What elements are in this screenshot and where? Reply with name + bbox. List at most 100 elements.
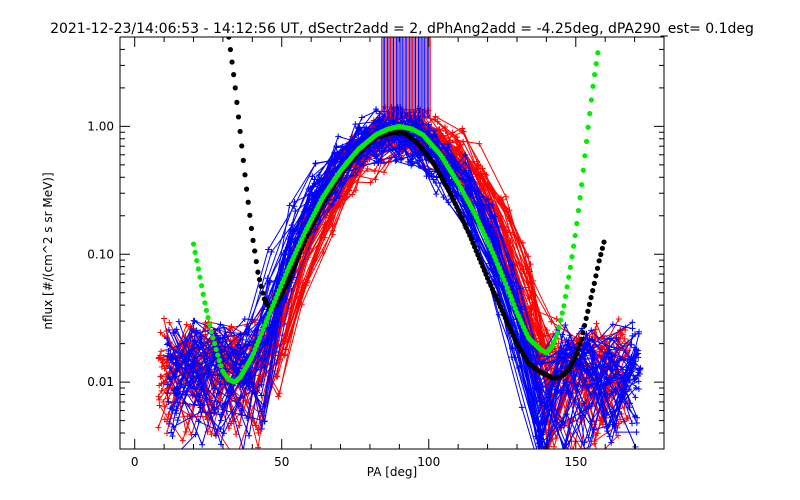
blue-plus-marker — [165, 326, 172, 333]
plot-data — [155, 37, 644, 462]
blue-plus-marker — [585, 434, 592, 441]
red-plus-marker — [477, 174, 484, 181]
blue-plus-marker — [409, 152, 416, 159]
black-fit-point — [472, 244, 478, 250]
red-plus-marker — [622, 326, 629, 333]
blue-plus-marker — [234, 342, 241, 349]
black-fit-point — [286, 277, 292, 283]
blue-plus-marker — [490, 278, 497, 285]
blue-plus-marker — [352, 121, 359, 128]
green-fit-point — [562, 293, 569, 300]
green-fit-point — [202, 300, 208, 306]
blue-plus-marker — [488, 265, 495, 272]
blue-plus-marker — [562, 444, 569, 449]
red-plus-marker — [482, 171, 489, 178]
blue-plus-marker — [191, 318, 198, 325]
blue-plus-marker — [292, 208, 299, 215]
blue-plus-marker — [197, 333, 204, 340]
green-fit-point — [194, 257, 200, 264]
blue-plus-marker — [169, 352, 176, 359]
green-fit-point — [577, 195, 583, 201]
blue-plus-marker — [305, 186, 312, 193]
red-plus-marker — [165, 411, 172, 418]
blue-plus-marker — [356, 155, 363, 162]
red-plus-marker — [160, 315, 167, 322]
blue-plus-marker — [589, 337, 596, 344]
blue-plus-marker — [630, 362, 637, 369]
blue-plus-marker — [164, 381, 171, 388]
red-plus-marker — [157, 373, 164, 380]
red-plus-marker — [475, 162, 482, 169]
blue-plus-marker — [608, 353, 615, 360]
green-fit-point — [491, 253, 497, 259]
black-fit-point — [590, 287, 596, 294]
blue-plus-marker — [562, 322, 569, 329]
blue-plus-marker — [288, 287, 295, 294]
red-plus-marker — [507, 221, 514, 228]
blue-plus-marker — [218, 346, 225, 353]
red-plus-marker — [617, 416, 624, 423]
red-plus-marker — [502, 193, 509, 200]
blue-plus-marker — [629, 420, 636, 427]
green-fit-point — [197, 274, 203, 280]
y-axis-title: nflux [#/(cm^2 s sr MeV)] — [41, 172, 55, 329]
green-fit-point — [190, 241, 197, 247]
green-fit-point — [494, 261, 501, 267]
blue-plus-marker — [607, 380, 614, 387]
black-fit-point — [256, 276, 263, 283]
blue-plus-marker — [190, 326, 197, 333]
blue-plus-marker — [246, 432, 253, 439]
blue-plus-marker — [632, 394, 639, 401]
black-fit-point — [473, 248, 479, 254]
blue-plus-marker — [166, 363, 173, 370]
blue-plus-marker — [175, 318, 182, 325]
green-fit-point — [499, 273, 506, 279]
blue-plus-marker — [584, 362, 591, 369]
blue-plus-marker — [312, 160, 319, 167]
blue-plus-marker — [352, 172, 359, 179]
black-fit-point — [247, 212, 253, 218]
red-plus-marker — [320, 249, 327, 256]
red-plus-marker — [474, 158, 481, 165]
green-fit-point — [509, 297, 515, 303]
blue-plus-marker — [509, 261, 516, 268]
blue-plus-marker — [461, 169, 468, 176]
blue-plus-marker — [397, 139, 404, 146]
green-fit-point — [556, 324, 562, 330]
red-plus-marker — [372, 176, 379, 183]
x-tick-label: 150 — [564, 455, 587, 469]
black-fit-point — [481, 267, 487, 273]
black-fit-point — [242, 172, 248, 178]
red-plus-marker — [163, 362, 170, 369]
red-plus-marker — [284, 330, 291, 337]
blue-plus-marker — [196, 392, 203, 399]
blue-plus-marker — [465, 177, 472, 184]
blue-plus-marker — [462, 159, 469, 166]
blue-plus-marker — [603, 411, 610, 418]
blue-plus-marker — [258, 392, 265, 399]
blue-plus-marker — [171, 386, 178, 393]
blue-plus-marker — [555, 349, 562, 356]
black-fit-point — [250, 237, 256, 243]
red-plus-marker — [497, 212, 504, 219]
blue-plus-marker — [360, 136, 367, 143]
red-plus-marker — [552, 435, 559, 442]
blue-plus-marker — [165, 398, 172, 405]
blue-plus-marker — [534, 440, 541, 447]
blue-plus-marker — [462, 151, 469, 158]
blue-plus-marker — [492, 218, 499, 225]
green-fit-point — [192, 249, 198, 255]
black-fit-point — [596, 258, 602, 264]
red-plus-marker — [163, 430, 170, 437]
black-fit-point — [480, 263, 486, 270]
blue-plus-marker — [392, 154, 399, 161]
blue-plus-marker — [492, 269, 499, 276]
green-fit-point — [266, 311, 273, 317]
black-fit-point — [239, 143, 245, 149]
black-fit-point — [231, 72, 237, 78]
blue-plus-marker — [199, 441, 206, 448]
blue-plus-marker — [543, 456, 549, 462]
x-tick-label: 100 — [417, 455, 440, 469]
green-fit-point — [549, 343, 556, 349]
